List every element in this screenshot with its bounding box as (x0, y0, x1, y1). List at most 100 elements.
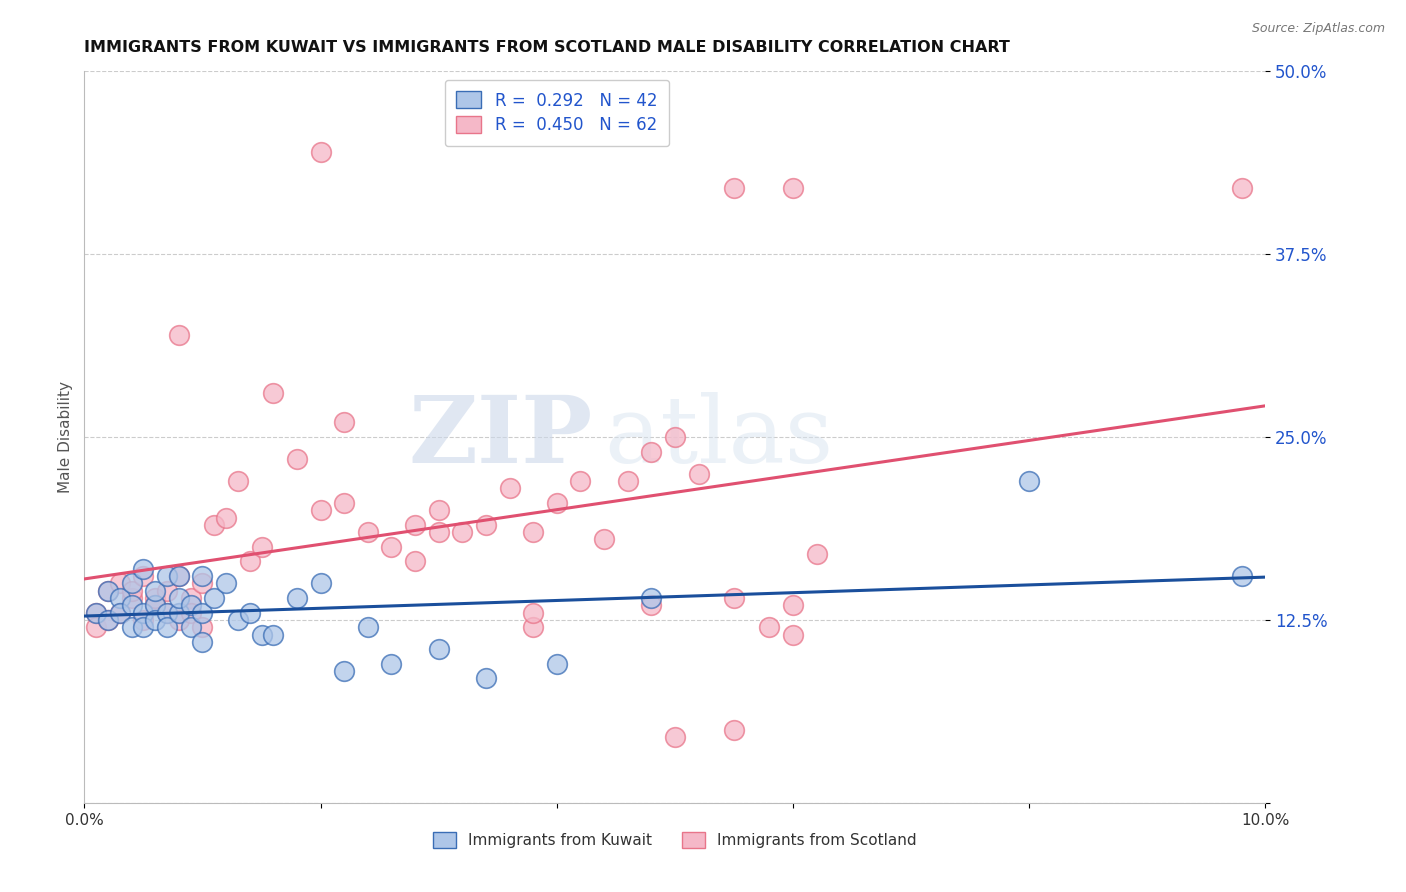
Point (132, 613, 155, 627)
Point (427, 503, 450, 517)
Point (546, 496, 568, 510)
Point (522, 606, 544, 620)
Point (97, 583, 120, 598)
Point (309, 576, 332, 591)
Point (108, 576, 131, 591)
Point (167, 569, 190, 583)
Point (202, 591, 225, 605)
Point (498, 481, 520, 495)
Point (333, 496, 356, 510)
Point (132, 562, 155, 576)
Point (226, 474, 249, 488)
Point (285, 591, 308, 605)
Point (156, 606, 179, 620)
Point (108, 606, 131, 620)
Point (143, 599, 166, 613)
Point (380, 540, 402, 554)
Point (723, 591, 745, 605)
Point (640, 444, 662, 458)
Point (156, 620, 179, 634)
Point (262, 627, 284, 641)
Point (167, 613, 190, 627)
Point (333, 416, 356, 430)
Point (97, 613, 120, 627)
Point (121, 599, 143, 613)
Point (132, 569, 155, 583)
Point (180, 620, 202, 634)
Point (640, 599, 662, 613)
Point (167, 591, 190, 605)
Point (84, 620, 107, 634)
Point (191, 620, 214, 634)
Point (167, 606, 190, 620)
Point (723, 723, 745, 737)
Point (427, 642, 450, 657)
Point (250, 627, 273, 641)
Point (132, 620, 155, 634)
Point (569, 474, 592, 488)
Point (404, 554, 426, 568)
Point (191, 606, 214, 620)
Point (156, 583, 179, 598)
Text: ZIP: ZIP (408, 392, 592, 482)
Point (451, 525, 474, 540)
Point (191, 569, 214, 583)
Point (723, 181, 745, 195)
Point (180, 599, 202, 613)
Point (121, 620, 143, 634)
Point (640, 591, 662, 605)
Point (285, 452, 308, 467)
Point (333, 664, 356, 678)
Point (475, 517, 498, 532)
Point (357, 620, 380, 634)
Point (664, 430, 686, 444)
Point (121, 583, 143, 598)
Legend: Immigrants from Kuwait, Immigrants from Scotland: Immigrants from Kuwait, Immigrants from … (423, 823, 927, 857)
Point (782, 627, 804, 641)
Point (782, 599, 804, 613)
Point (215, 510, 238, 524)
Point (108, 606, 131, 620)
Point (404, 517, 426, 532)
Text: atlas: atlas (605, 392, 834, 482)
Point (262, 386, 284, 401)
Point (156, 569, 179, 583)
Point (380, 657, 402, 671)
Point (84, 606, 107, 620)
Point (143, 591, 166, 605)
Point (132, 606, 155, 620)
Point (522, 525, 544, 540)
Point (546, 657, 568, 671)
Point (758, 620, 780, 634)
Point (309, 503, 332, 517)
Point (143, 583, 166, 598)
Point (121, 591, 143, 605)
Point (357, 525, 380, 540)
Point (202, 517, 225, 532)
Point (688, 467, 710, 481)
Point (180, 606, 202, 620)
Y-axis label: Male Disability: Male Disability (58, 381, 73, 493)
Point (167, 327, 190, 342)
Point (167, 569, 190, 583)
Text: Source: ZipAtlas.com: Source: ZipAtlas.com (1251, 22, 1385, 36)
Point (522, 620, 544, 634)
Point (309, 145, 332, 159)
Point (806, 547, 828, 561)
Point (84, 606, 107, 620)
Point (97, 583, 120, 598)
Point (191, 635, 214, 649)
Point (191, 576, 214, 591)
Point (108, 591, 131, 605)
Point (427, 525, 450, 540)
Point (250, 540, 273, 554)
Point (156, 606, 179, 620)
Point (593, 533, 616, 547)
Text: IMMIGRANTS FROM KUWAIT VS IMMIGRANTS FROM SCOTLAND MALE DISABILITY CORRELATION C: IMMIGRANTS FROM KUWAIT VS IMMIGRANTS FRO… (84, 40, 1011, 55)
Point (97, 613, 120, 627)
Point (215, 576, 238, 591)
Point (226, 613, 249, 627)
Point (664, 730, 686, 744)
Point (121, 576, 143, 591)
Point (239, 554, 262, 568)
